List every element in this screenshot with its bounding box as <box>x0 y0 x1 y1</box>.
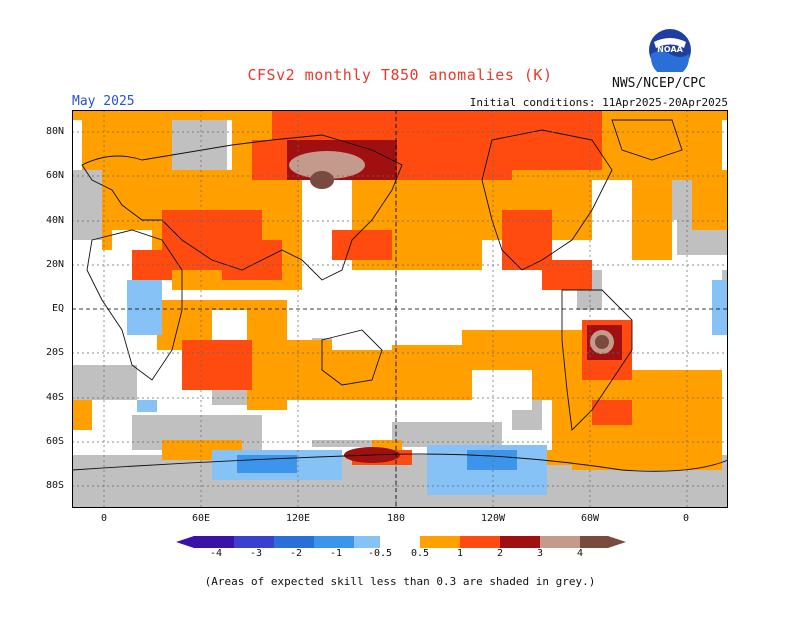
map-frame <box>72 110 728 508</box>
lat-label: 20S <box>45 347 64 358</box>
lat-label: 80N <box>45 126 64 137</box>
forecast-period: May 2025 <box>72 94 135 109</box>
lat-label: 60S <box>45 436 64 447</box>
colorbar-label: -1 <box>329 548 343 559</box>
anomaly-map <box>72 110 728 508</box>
cold-anomaly <box>127 280 728 495</box>
colorbar-label: 0.5 <box>410 548 430 559</box>
organization-label: NWS/NCEP/CPC <box>612 76 706 91</box>
colorbar-label: -4 <box>209 548 223 559</box>
noaa-logo-text: NOAA <box>657 45 683 54</box>
colorbar-label: -2 <box>289 548 303 559</box>
lon-label: 120E <box>285 513 311 524</box>
lon-label: 0 <box>682 513 690 524</box>
coastlines <box>72 119 728 472</box>
map-title: CFSv2 monthly T850 anomalies (K) <box>247 66 553 84</box>
warm-anomaly-3-4 <box>289 151 614 354</box>
colorbar-label: -3 <box>249 548 263 559</box>
lat-label: 20N <box>45 259 64 270</box>
colorbar-label: 1 <box>456 548 464 559</box>
colorbar-label: 3 <box>536 548 544 559</box>
lon-label: 0 <box>100 513 108 524</box>
footnote: (Areas of expected skill less than 0.3 a… <box>204 575 596 588</box>
graticule <box>72 110 728 508</box>
initial-conditions: Initial conditions: 11Apr2025-20Apr2025 <box>469 96 728 109</box>
lat-label: 40N <box>45 215 64 226</box>
lon-label: 120W <box>480 513 506 524</box>
lat-label: 80S <box>45 480 64 491</box>
colorbar-label: 4 <box>576 548 584 559</box>
lon-label: 60W <box>580 513 600 524</box>
colorbar-label: -0.5 <box>367 548 393 559</box>
lon-label: 60E <box>191 513 211 524</box>
lat-label: 40S <box>45 392 64 403</box>
colorbar <box>176 536 626 548</box>
colorbar-label: 2 <box>496 548 504 559</box>
lon-label: 180 <box>386 513 406 524</box>
lat-label: 60N <box>45 170 64 181</box>
lat-label: EQ <box>51 303 64 314</box>
noaa-logo-icon: NOAA <box>649 29 691 72</box>
